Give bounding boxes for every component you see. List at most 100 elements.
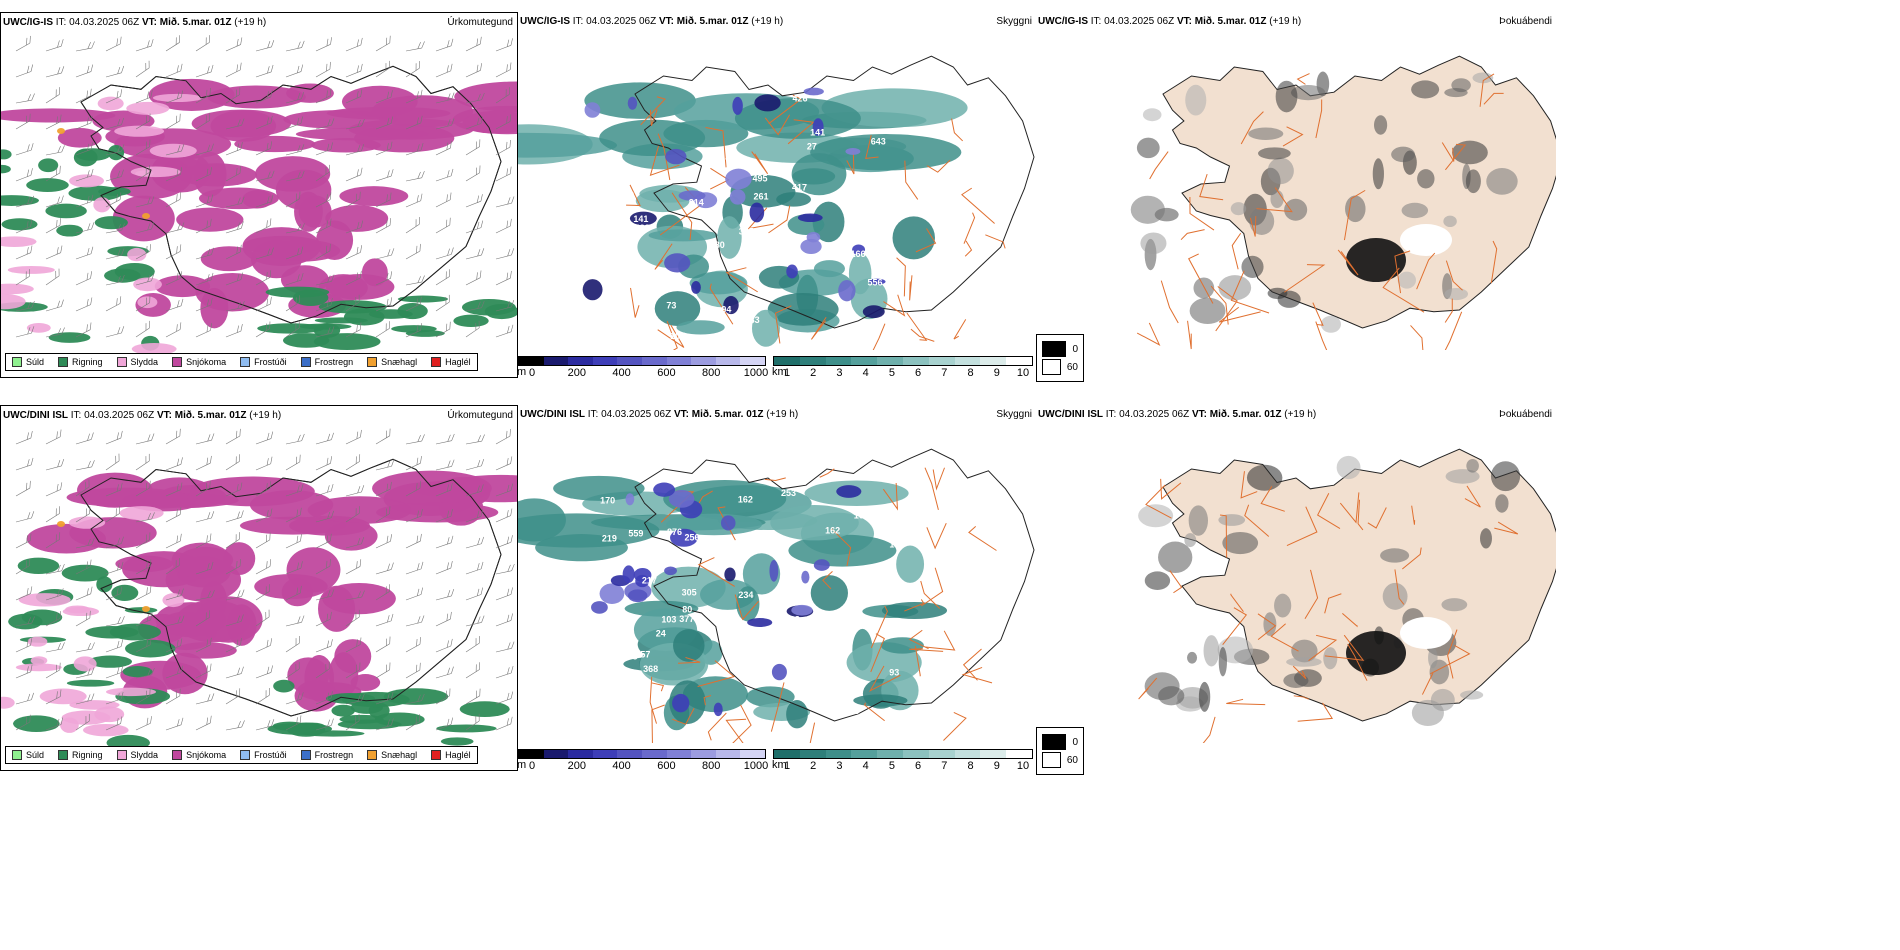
wind-barb (255, 559, 272, 575)
cloud-base-label: 206 (640, 287, 655, 297)
legend-label: Snjókoma (186, 357, 227, 367)
cloud-base-area (801, 570, 810, 584)
header-vt-label: VT: (673, 409, 689, 420)
road-line (1382, 267, 1425, 313)
road-line (925, 630, 956, 651)
wind-barb (195, 218, 212, 234)
wind-barb (195, 35, 210, 52)
wind-barb (405, 217, 420, 234)
road-line (1312, 302, 1324, 326)
wind-barb (315, 164, 330, 182)
cloud-base-label: 305 (682, 588, 697, 598)
precip-type-legend: Súld Rigning Slydda Snjókoma Frostúði Frostre… (5, 746, 478, 764)
road-line (1231, 232, 1242, 270)
road-line (649, 108, 658, 126)
legend-swatch (240, 750, 251, 760)
snow-area (207, 85, 306, 109)
wind-barb (45, 66, 65, 78)
wind-barb (285, 40, 305, 52)
wind-barb (165, 688, 181, 705)
wind-barb (375, 141, 393, 156)
sleet-area (119, 506, 164, 521)
rain-area (85, 625, 139, 639)
wind-barb (15, 430, 33, 445)
panel-title: Úrkomutegund (447, 410, 513, 421)
header-vt-value: Mið. 5.mar. 01Z (159, 17, 232, 28)
colorbar-tick: 1 (783, 760, 791, 772)
legend-swatch (172, 357, 183, 367)
wind-barb (165, 665, 184, 679)
road-line (1293, 695, 1309, 700)
wind-barb (315, 37, 332, 52)
rain-area (436, 724, 497, 733)
panel-header: UWC/DINI ISL IT: 04.03.2025 06Z VT: Mið.… (3, 410, 281, 421)
wind-barb (375, 459, 395, 471)
wind-barb (255, 296, 272, 312)
fog-indicator-panel: UWC/IG-IS IT: 04.03.2025 06Z VT: Mið. 5.… (1036, 12, 1556, 402)
wind-barb (105, 430, 123, 445)
road-line (846, 150, 855, 175)
fog-area (1198, 681, 1211, 712)
fog-area (1372, 158, 1384, 190)
panel-header: UWC/DINI ISL IT: 04.03.2025 06Z VT: Mið.… (1038, 409, 1316, 420)
visibility-cloudbase-panel: UWC/DINI ISL IT: 04.03.2025 06Z VT: Mið.… (518, 405, 1036, 795)
wind-barb (405, 662, 421, 679)
wind-barb (225, 510, 244, 523)
cloud-base-area (627, 589, 648, 603)
wind-barb (195, 637, 212, 653)
low-visibility-area (770, 505, 859, 541)
rain-area (48, 332, 91, 343)
sleet-area (68, 174, 105, 188)
header-vt-label: VT: (1191, 409, 1207, 420)
road-line (1180, 229, 1205, 241)
wind-barb (45, 458, 65, 471)
road-line (697, 660, 736, 687)
snow-area (334, 639, 372, 674)
wind-barb (75, 115, 93, 130)
low-visibility-area (813, 260, 845, 278)
sleet-area (126, 101, 170, 115)
fog-area (1258, 147, 1291, 160)
wind-barb (255, 532, 271, 549)
header-lead: (+19 h) (751, 16, 784, 27)
sleet-area (1, 696, 15, 709)
cloud-base-label: 426 (793, 94, 808, 104)
road-line (1421, 673, 1434, 695)
sleet-area (93, 197, 111, 213)
wind-barb (45, 39, 64, 52)
legend-item: Snæhagl (367, 357, 417, 367)
cloud-base-label: 441 (654, 173, 669, 183)
snow-area (176, 163, 257, 187)
road-line (671, 192, 693, 240)
road-line (1483, 92, 1504, 105)
fog-area (1444, 287, 1469, 301)
wind-barb (255, 89, 273, 104)
cloud-base-label: 98 (780, 235, 790, 245)
sleet-area (7, 265, 55, 274)
cloud-base-area (670, 528, 698, 547)
cloud-base-label: 1888 (590, 627, 610, 637)
wind-barb (315, 639, 333, 653)
wind-barb (345, 429, 362, 445)
wind-barb (45, 114, 62, 130)
wind-barb (225, 142, 243, 156)
visibility-colorbar: km 1 2 3 4 5 6 7 8 9 10 (772, 749, 1033, 773)
wind-barb (435, 217, 451, 234)
header-model: UWC/DINI ISL (3, 410, 68, 421)
snow-area (454, 81, 517, 112)
wind-barb (315, 691, 333, 705)
wind-barb (75, 506, 91, 523)
wind-barb (105, 561, 124, 575)
road-line (883, 294, 906, 317)
road-line (1324, 634, 1365, 661)
panel-title: Þokuábendi (1499, 16, 1552, 27)
wind-barb (435, 535, 454, 549)
wind-barb (465, 92, 485, 104)
cloud-base-area (627, 96, 638, 110)
legend-label: Frostregn (314, 357, 354, 367)
road-line (1210, 285, 1229, 325)
legend-item: Haglél (431, 750, 471, 760)
rain-area (1, 149, 12, 160)
road-line (1445, 143, 1467, 171)
wind-barb (195, 64, 214, 78)
